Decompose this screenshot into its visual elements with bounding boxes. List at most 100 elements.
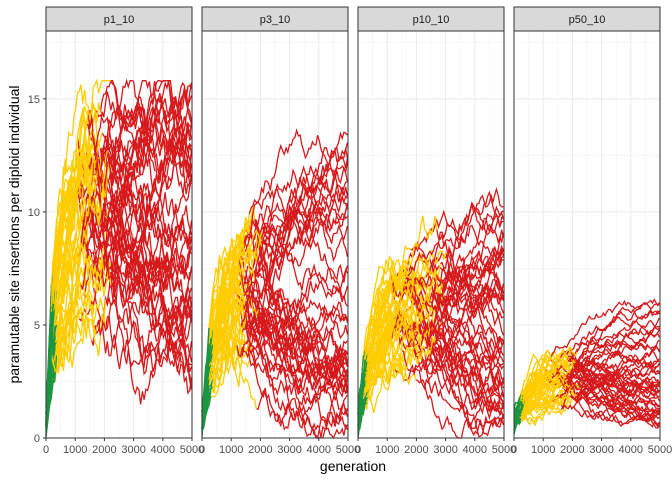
trajectory-late-phase [567,358,660,376]
trajectory-late-phase [256,389,349,431]
facet-strip [45,6,193,32]
trajectory-late-phase [413,292,504,342]
trajectory-late-phase [92,91,193,158]
x-tick-label: 2000 [404,444,428,456]
trajectory-middle-phase [520,355,552,399]
trajectory-late-phase [548,369,660,389]
trajectory-early-phase [513,417,522,422]
trajectory-middle-phase [210,245,256,339]
trajectory-late-phase [99,135,193,190]
trajectory-late-phase [566,377,660,429]
facet-panel-p3_10: p3_10 0 1000 2000 3000 4000 5000 [199,6,360,456]
trajectory-middle-phase [520,408,562,427]
trajectory-late-phase [110,131,193,286]
trajectory-late-phase [569,349,660,374]
trajectory-middle-phase [366,345,425,400]
trajectory-middle-phase [520,388,571,423]
trajectory-middle-phase [208,205,256,328]
x-tick-label: 5000 [492,444,516,456]
trajectory-middle-phase [366,263,415,359]
x-tick-label: 0 [511,444,517,456]
facet-strip [513,6,661,32]
x-tick-label: 5000 [648,444,672,456]
trajectory-middle-phase [210,243,245,340]
panels: p1_10 0 1000 2000 3000 4000 5000 p3_10 0 1000 2000… [43,6,672,456]
x-tick-label: 1000 [375,444,399,456]
trajectory-middle-phase [366,292,394,363]
trajectory-late-phase [106,150,193,362]
trajectory-middle-phase [54,299,107,383]
trajectory-late-phase [246,346,348,440]
trajectories [513,298,661,435]
x-tick-label: 4000 [151,444,175,456]
x-tick-label: 2000 [560,444,584,456]
trajectory-middle-phase [50,128,93,312]
trajectory-middle-phase [522,380,571,405]
trajectory-middle-phase [368,326,433,413]
trajectory-middle-phase [362,309,415,399]
trajectory-middle-phase [367,342,392,389]
trajectory-late-phase [99,106,193,188]
trajectory-late-phase [569,376,660,396]
trajectory-middle-phase [208,259,240,349]
trajectory-middle-phase [50,153,101,307]
trajectory-late-phase [110,183,193,242]
trajectory-early-phase [357,359,366,423]
trajectory-late-phase [234,285,349,416]
trajectory-late-phase [432,207,505,296]
trajectory-late-phase [245,300,349,431]
x-tick-label: 3000 [121,444,145,456]
trajectory-middle-phase [52,143,108,304]
facet-panel-p50_10: p50_10 0 1000 2000 3000 4000 5000 [511,6,672,456]
y-axis-title: paramutable site insertions per diploid … [6,85,22,383]
trajectory-middle-phase [208,213,250,347]
x-tick-label: 1000 [219,444,243,456]
trajectory-late-phase [96,314,192,374]
trajectory-middle-phase [520,358,575,402]
trajectory-late-phase [76,236,192,329]
trajectory-late-phase [245,304,348,345]
trajectory-late-phase [390,186,504,343]
trajectory-late-phase [253,219,349,440]
trajectory-late-phase [257,146,349,310]
trajectory-late-phase [239,186,349,260]
trajectory-late-phase [443,256,504,305]
x-tick-label: 3000 [277,444,301,456]
trajectory-late-phase [565,348,660,370]
trajectory-middle-phase [211,352,243,388]
x-tick-label: 2000 [92,444,116,456]
trajectory-middle-phase [212,314,242,389]
trajectory-early-phase [45,303,54,400]
trajectory-early-phase [513,403,523,415]
trajectory-late-phase [430,303,505,410]
y-tick-label: 0 [34,433,40,445]
trajectory-middle-phase [364,281,436,374]
trajectory-middle-phase [52,78,111,275]
trajectory-late-phase [430,340,504,431]
trajectory-late-phase [243,128,349,244]
trajectory-late-phase [94,95,192,184]
x-tick-label: 3000 [589,444,613,456]
facet-strip [201,6,349,32]
trajectory-middle-phase [518,350,576,399]
trajectory-middle-phase [518,392,560,421]
trajectory-late-phase [260,181,348,247]
x-tick-label: 1000 [63,444,87,456]
x-tick-label: 0 [43,444,49,456]
trajectory-late-phase [248,162,349,214]
facet-strip-label: p50_10 [569,14,606,26]
trajectories [357,186,505,439]
trajectories [45,78,193,438]
trajectory-late-phase [423,264,505,321]
trajectory-middle-phase [364,257,441,360]
trajectory-late-phase [574,362,660,390]
x-tick-label: 5000 [336,444,360,456]
trajectory-late-phase [236,345,348,426]
x-tick-label: 4000 [619,444,643,456]
x-axis-title: generation [320,458,386,474]
x-tick-label: 1000 [531,444,555,456]
trajectory-late-phase [576,339,660,353]
trajectory-late-phase [252,233,349,299]
trajectory-early-phase [513,398,526,434]
